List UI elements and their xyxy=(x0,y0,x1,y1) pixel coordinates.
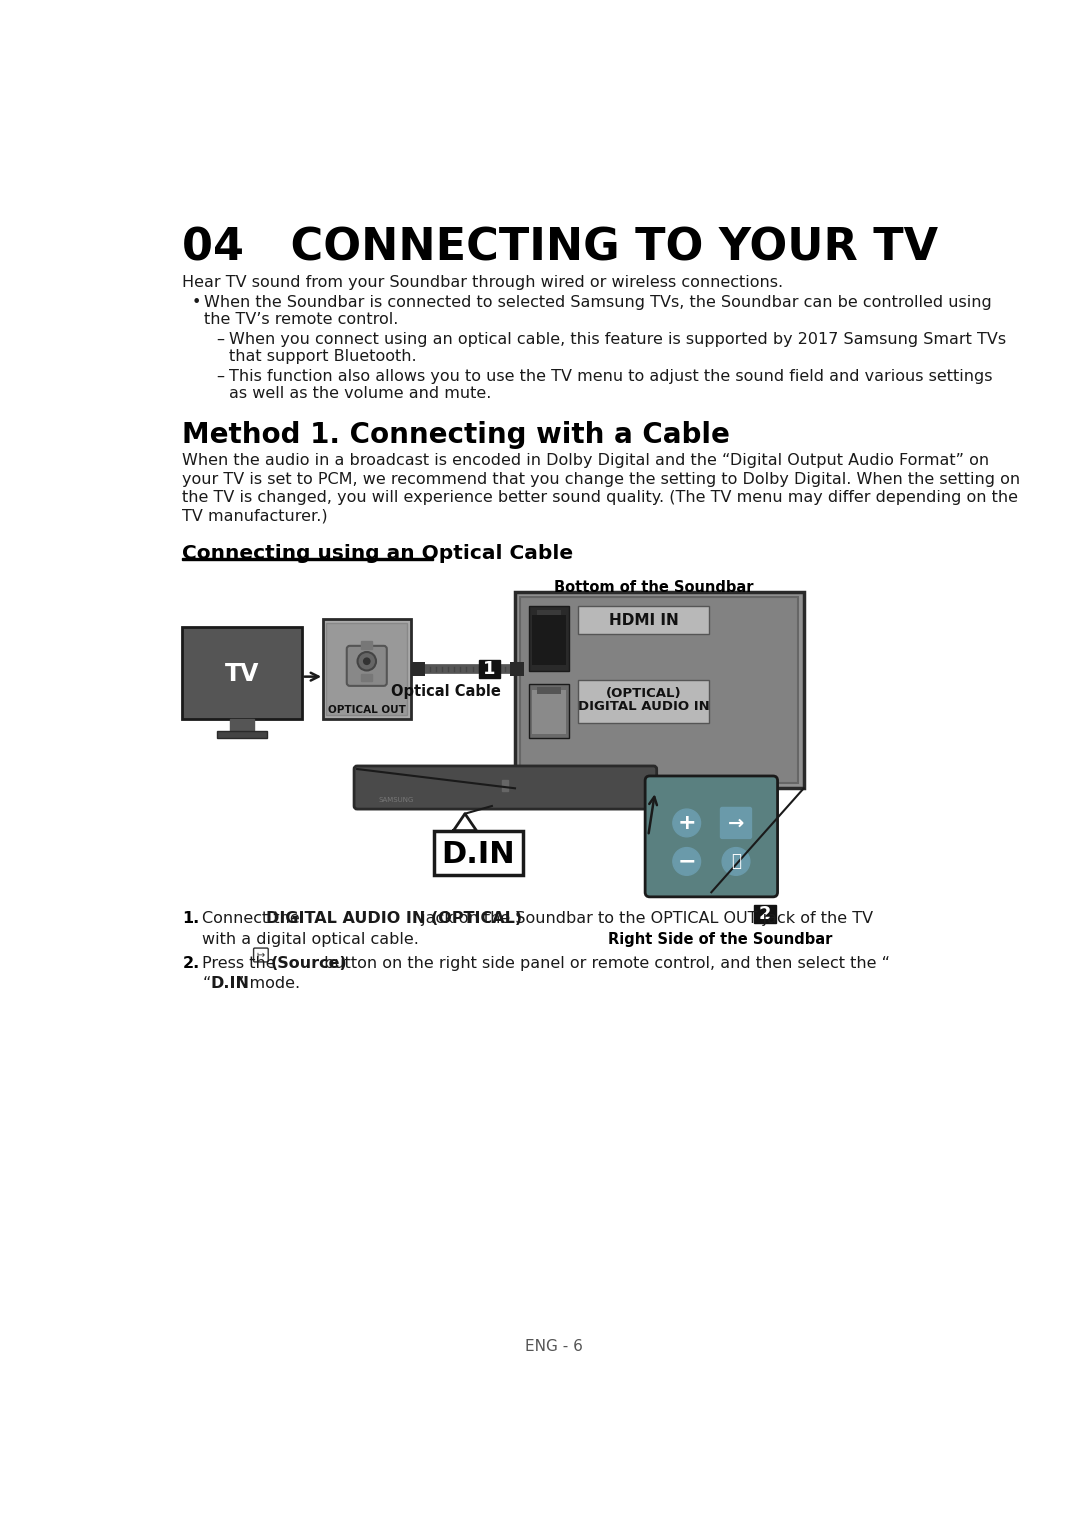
Text: (OPTICAL): (OPTICAL) xyxy=(606,688,681,700)
Bar xyxy=(480,660,500,679)
Text: (Source): (Source) xyxy=(270,956,347,971)
Text: Method 1. Connecting with a Cable: Method 1. Connecting with a Cable xyxy=(183,421,730,449)
Text: 1.: 1. xyxy=(183,912,200,927)
Text: 1: 1 xyxy=(484,660,496,679)
Text: button on the right side panel or remote control, and then select the “: button on the right side panel or remote… xyxy=(320,956,890,971)
Text: Bottom of the Soundbar: Bottom of the Soundbar xyxy=(554,581,754,596)
Text: Connect the: Connect the xyxy=(202,912,306,927)
Text: When the Soundbar is connected to selected Samsung TVs, the Soundbar can be cont: When the Soundbar is connected to select… xyxy=(204,294,991,309)
Bar xyxy=(515,591,804,789)
Text: DIGITAL AUDIO IN: DIGITAL AUDIO IN xyxy=(578,700,710,712)
Text: “: “ xyxy=(202,976,211,991)
Text: When you connect using an optical cable, this feature is supported by 2017 Samsu: When you connect using an optical cable,… xyxy=(229,332,1005,346)
Circle shape xyxy=(357,653,376,671)
Bar xyxy=(434,830,523,875)
Text: the TV’s remote control.: the TV’s remote control. xyxy=(204,311,399,326)
Bar xyxy=(217,731,267,738)
Text: 2: 2 xyxy=(759,905,771,922)
Circle shape xyxy=(723,847,750,875)
Bar xyxy=(502,780,509,791)
Text: −: − xyxy=(677,852,696,872)
Bar xyxy=(529,685,569,738)
Text: –: – xyxy=(216,369,225,383)
Text: TV manufacturer.): TV manufacturer.) xyxy=(183,509,328,524)
Text: DIGITAL AUDIO IN (OPTICAL): DIGITAL AUDIO IN (OPTICAL) xyxy=(266,912,522,927)
Text: Optical Cable: Optical Cable xyxy=(391,685,501,699)
Text: Press the: Press the xyxy=(202,956,281,971)
Text: with a digital optical cable.: with a digital optical cable. xyxy=(202,931,419,947)
Text: Hear TV sound from your Soundbar through wired or wireless connections.: Hear TV sound from your Soundbar through… xyxy=(183,274,783,290)
Text: as well as the volume and mute.: as well as the volume and mute. xyxy=(229,386,491,400)
Bar xyxy=(362,674,373,682)
Text: SAMSUNG: SAMSUNG xyxy=(379,797,414,803)
FancyBboxPatch shape xyxy=(719,807,752,840)
Bar xyxy=(532,614,566,665)
Bar xyxy=(511,662,524,676)
Polygon shape xyxy=(454,813,476,830)
Bar xyxy=(532,689,566,734)
Text: •: • xyxy=(191,294,201,309)
FancyBboxPatch shape xyxy=(347,647,387,686)
FancyBboxPatch shape xyxy=(578,680,710,723)
Text: OPTICAL OUT: OPTICAL OUT xyxy=(328,705,406,715)
Text: ⏻: ⏻ xyxy=(731,852,741,870)
Text: your TV is set to PCM, we recommend that you change the setting to Dolby Digital: your TV is set to PCM, we recommend that… xyxy=(183,472,1021,487)
Text: the TV is changed, you will experience better sound quality. (The TV menu may di: the TV is changed, you will experience b… xyxy=(183,490,1018,506)
Text: 2.: 2. xyxy=(183,956,200,971)
Circle shape xyxy=(673,847,701,875)
Text: TV: TV xyxy=(225,662,259,686)
Bar xyxy=(411,662,424,676)
Text: HDMI IN: HDMI IN xyxy=(609,613,678,628)
Text: 04   CONNECTING TO YOUR TV: 04 CONNECTING TO YOUR TV xyxy=(183,227,939,270)
FancyBboxPatch shape xyxy=(354,766,657,809)
Text: ” mode.: ” mode. xyxy=(237,976,300,991)
Circle shape xyxy=(363,657,370,665)
Bar xyxy=(230,719,255,731)
Text: D.IN: D.IN xyxy=(442,840,515,869)
Bar xyxy=(183,627,301,719)
Bar xyxy=(323,619,411,719)
Text: +: + xyxy=(677,813,696,833)
Text: →: → xyxy=(728,813,744,832)
Text: When the audio in a broadcast is encoded in Dolby Digital and the “Digital Outpu: When the audio in a broadcast is encoded… xyxy=(183,453,989,469)
FancyBboxPatch shape xyxy=(254,948,268,962)
Bar xyxy=(537,610,562,614)
Circle shape xyxy=(673,809,701,836)
Bar xyxy=(755,904,777,924)
Text: ENG - 6: ENG - 6 xyxy=(525,1339,582,1354)
Bar xyxy=(537,688,562,694)
Text: Connecting using an Optical Cable: Connecting using an Optical Cable xyxy=(183,544,573,564)
Text: ↦: ↦ xyxy=(257,950,265,959)
Bar xyxy=(362,642,373,650)
FancyBboxPatch shape xyxy=(578,605,710,634)
Text: D.IN: D.IN xyxy=(211,976,249,991)
Text: –: – xyxy=(216,332,225,346)
Text: that support Bluetooth.: that support Bluetooth. xyxy=(229,349,416,363)
Text: jack on the Soundbar to the OPTICAL OUT jack of the TV: jack on the Soundbar to the OPTICAL OUT … xyxy=(417,912,874,927)
FancyBboxPatch shape xyxy=(645,777,778,896)
Text: This function also allows you to use the TV menu to adjust the sound field and v: This function also allows you to use the… xyxy=(229,369,993,383)
Bar xyxy=(529,605,569,671)
Bar xyxy=(521,597,798,783)
Text: Right Side of the Soundbar: Right Side of the Soundbar xyxy=(608,933,833,947)
Bar xyxy=(326,622,407,715)
